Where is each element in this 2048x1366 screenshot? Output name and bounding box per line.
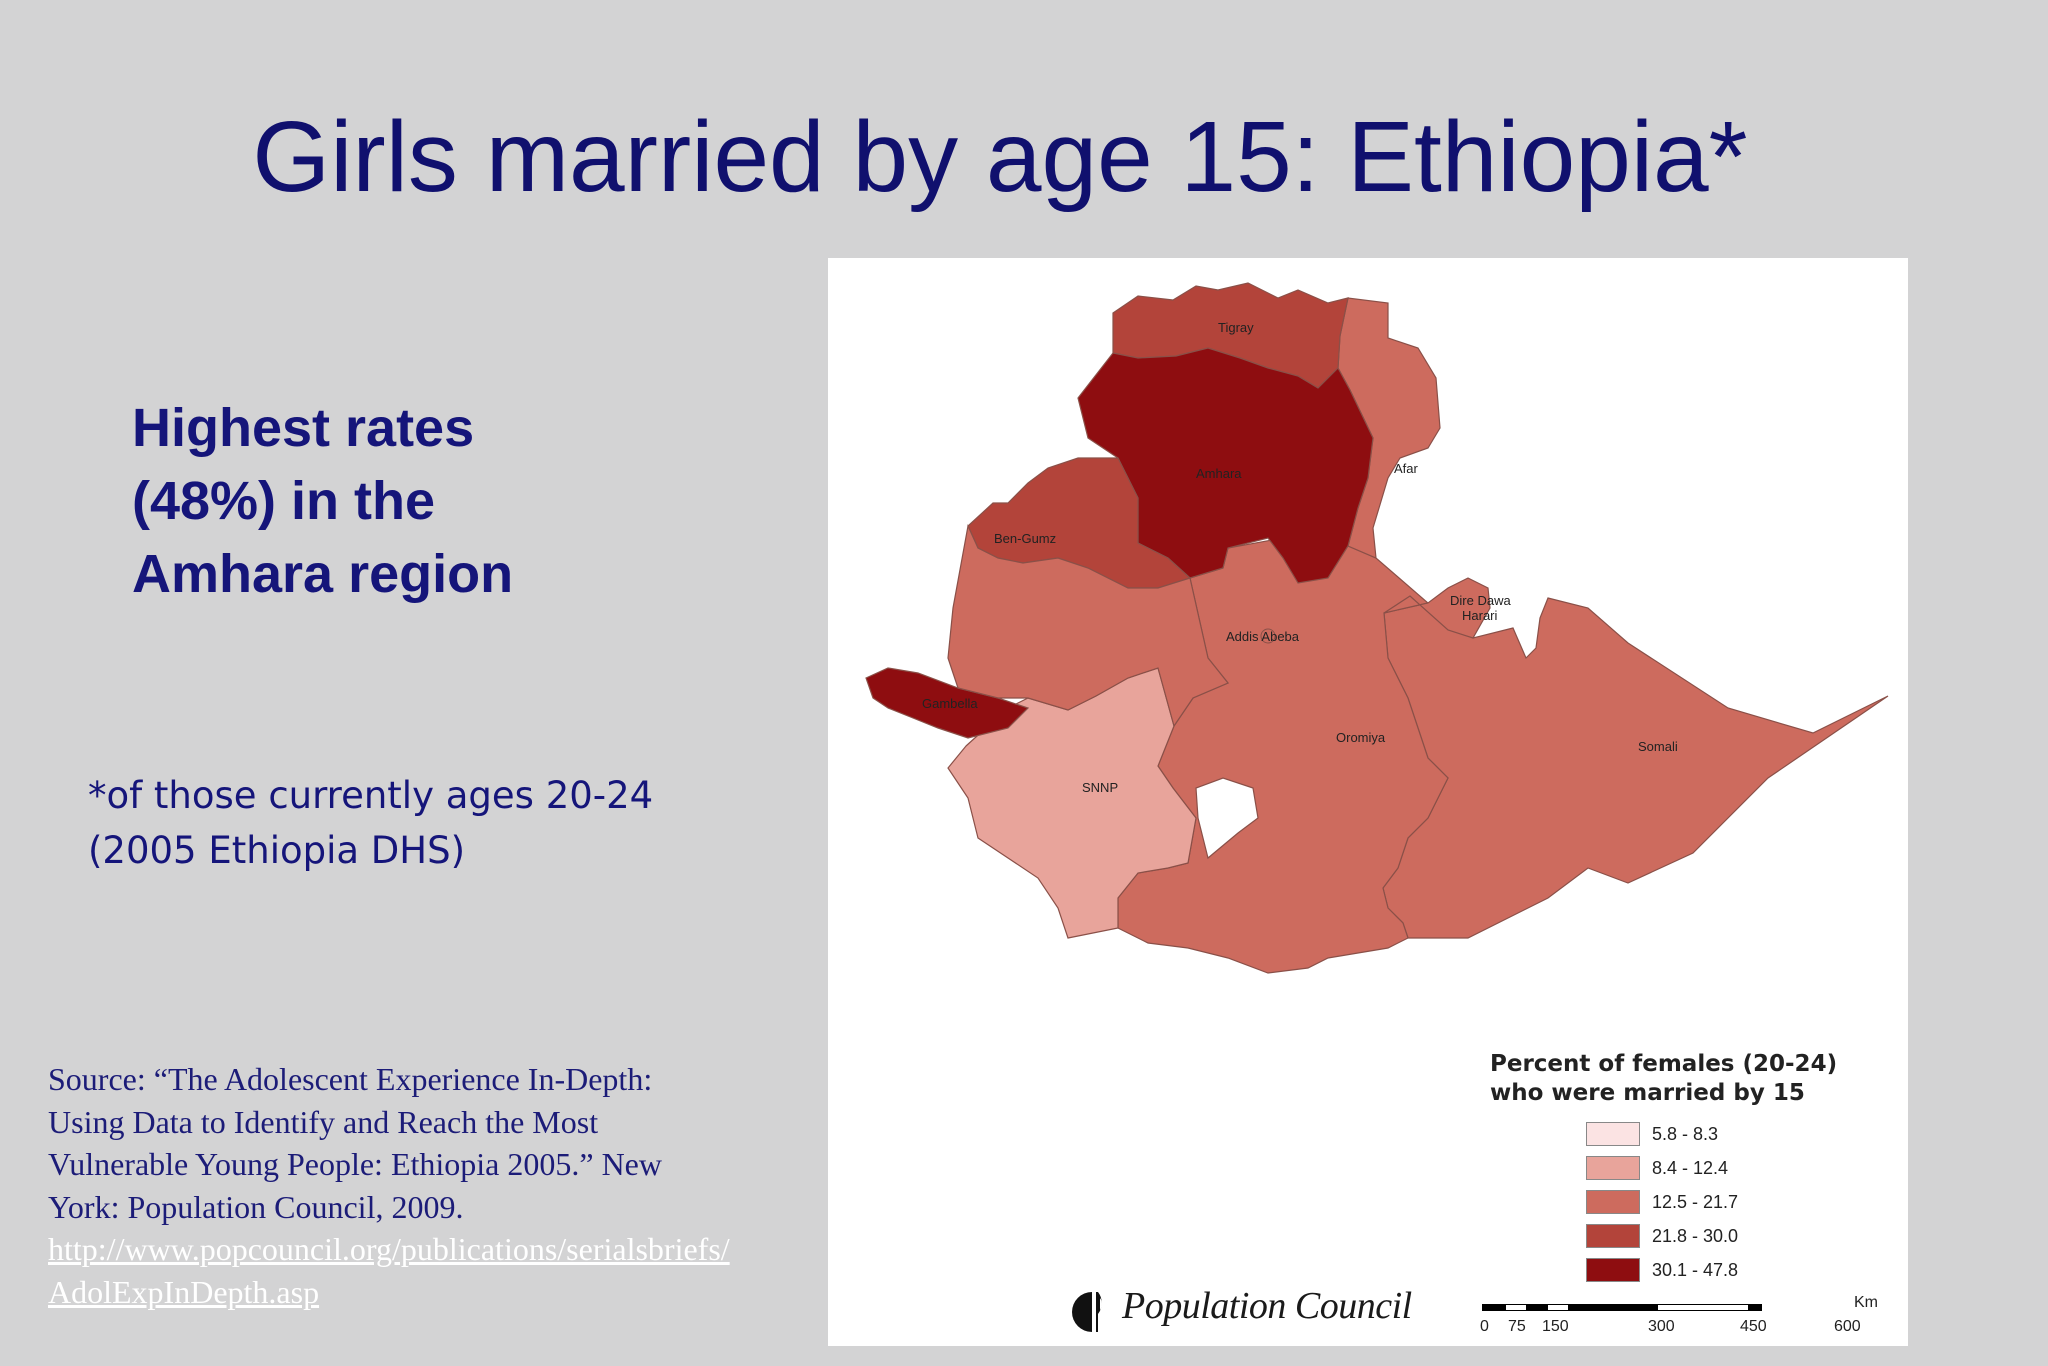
legend-swatch xyxy=(1586,1258,1640,1282)
region-label: Dire Dawa xyxy=(1450,593,1511,608)
highlight-line: (48%) in the xyxy=(132,471,436,531)
scale-unit-label: Km xyxy=(1854,1294,1878,1311)
legend-swatch xyxy=(1586,1122,1640,1146)
legend-label: 30.1 - 47.8 xyxy=(1652,1260,1739,1280)
scale-tick-label: 300 xyxy=(1648,1318,1675,1335)
region-label: Somali xyxy=(1638,739,1678,754)
region-dire-dawa xyxy=(1383,577,1491,639)
source-citation: Source: “The Adolescent Experience In-De… xyxy=(48,1058,730,1313)
source-link[interactable]: http://www.popcouncil.org/publications/s… xyxy=(48,1231,730,1267)
legend-swatch xyxy=(1586,1156,1640,1180)
legend-label: 21.8 - 30.0 xyxy=(1652,1226,1739,1246)
logo-text: Population Council xyxy=(1122,1285,1412,1327)
highlight-line: Amhara region xyxy=(132,544,514,604)
region-somali xyxy=(1382,595,1889,939)
scale-tick-label: 75 xyxy=(1508,1318,1526,1335)
region-label: SNNP xyxy=(1082,780,1118,795)
source-line: Using Data to Identify and Reach the Mos… xyxy=(48,1103,599,1140)
legend-label: 8.4 - 12.4 xyxy=(1652,1158,1729,1178)
region-label: Afar xyxy=(1394,461,1419,476)
scale-tick-label: 0 xyxy=(1480,1318,1489,1335)
legend-label: 5.8 - 8.3 xyxy=(1652,1124,1719,1144)
footnote: *of those currently ages 20-24 (2005 Eth… xyxy=(88,768,653,878)
legend-swatch xyxy=(1586,1190,1640,1214)
region-labels: Tigray Amhara Afar Ben-Gumz Dire Dawa Ha… xyxy=(922,320,1678,795)
scale-tick-label: 450 xyxy=(1740,1318,1767,1335)
region-gambella xyxy=(865,667,1030,739)
legend-swatch xyxy=(1586,1224,1640,1248)
scale-tick-label: 150 xyxy=(1542,1318,1569,1335)
region-label: Gambella xyxy=(922,696,978,711)
ethiopia-map: Tigray Amhara Afar Ben-Gumz Dire Dawa Ha… xyxy=(865,282,1889,1311)
region-label: Amhara xyxy=(1196,466,1242,481)
legend-title-line: Percent of females (20-24) xyxy=(1490,1051,1838,1077)
source-line: Vulnerable Young People: Ethiopia 2005.”… xyxy=(48,1146,662,1182)
region-label: Harari xyxy=(1462,608,1498,623)
footnote-line: (2005 Ethiopia DHS) xyxy=(88,829,466,872)
highlight-text: Highest rates (48%) in the Amhara region xyxy=(132,392,513,611)
footnote-line: *of those currently ages 20-24 xyxy=(88,774,654,817)
logo-icon xyxy=(1072,1292,1102,1332)
scale-bar xyxy=(1482,1304,1762,1311)
region-label: Ben-Gumz xyxy=(994,531,1056,546)
legend-title: Percent of females (20-24) who were marr… xyxy=(1490,1050,1837,1108)
region-western-oromiya xyxy=(947,524,1229,728)
region-label: Addis Abeba xyxy=(1226,629,1300,644)
region-label: Oromiya xyxy=(1336,730,1386,745)
legend-title-line: who were married by 15 xyxy=(1490,1080,1805,1106)
slide-title: Girls married by age 15: Ethiopia* xyxy=(252,101,1748,213)
source-line: Source: “The Adolescent Experience In-De… xyxy=(48,1061,653,1097)
source-link[interactable]: AdolExpInDepth.asp xyxy=(48,1273,320,1310)
map-panel: Tigray Amhara Afar Ben-Gumz Dire Dawa Ha… xyxy=(828,258,1908,1346)
scale-tick-label: 600 xyxy=(1834,1318,1861,1335)
source-line: York: Population Council, 2009. xyxy=(48,1188,464,1225)
legend-label: 12.5 - 21.7 xyxy=(1652,1192,1739,1212)
region-label: Tigray xyxy=(1218,320,1254,335)
region-addis-abeba xyxy=(1260,628,1276,644)
highlight-line: Highest rates xyxy=(132,398,475,458)
